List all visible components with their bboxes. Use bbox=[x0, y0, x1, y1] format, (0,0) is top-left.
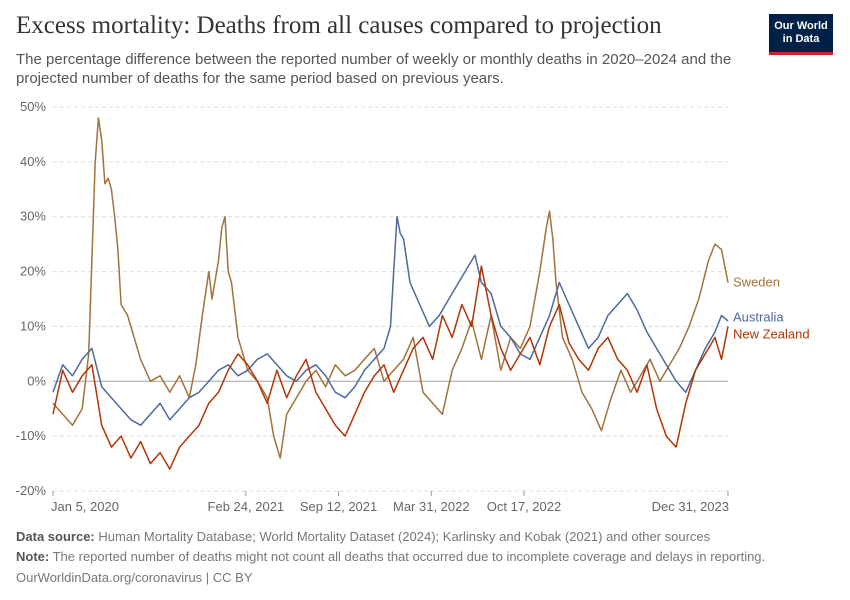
y-tick-label: 40% bbox=[20, 154, 46, 169]
y-tick-label: -10% bbox=[16, 428, 47, 443]
credit-text[interactable]: OurWorldinData.org/coronavirus | CC BY bbox=[16, 570, 253, 585]
y-tick-label: 10% bbox=[20, 318, 46, 333]
chart-title: Excess mortality: Deaths from all causes… bbox=[16, 12, 662, 39]
series-line-australia bbox=[52, 215, 729, 426]
y-tick-label: 20% bbox=[20, 264, 46, 279]
credit-line[interactable]: OurWorldinData.org/coronavirus | CC BY bbox=[16, 570, 836, 585]
chart-subtitle: The percentage difference between the re… bbox=[16, 51, 732, 87]
source-line: Data source: Human Mortality Database; W… bbox=[16, 529, 836, 544]
source-label: Data source: bbox=[16, 529, 95, 544]
y-tick-label: 50% bbox=[20, 99, 46, 114]
logo-line-1: Our World bbox=[774, 20, 828, 32]
series-label-new-zealand: New Zealand bbox=[733, 326, 810, 341]
logo-line-2: in Data bbox=[782, 33, 820, 45]
series-label-australia: Australia bbox=[733, 309, 784, 324]
y-tick-label: -20% bbox=[16, 483, 47, 498]
owid-logo[interactable]: Our World in Data bbox=[769, 14, 833, 55]
x-tick-label: Dec 31, 2023 bbox=[652, 499, 729, 514]
x-tick-label: Oct 17, 2022 bbox=[487, 499, 561, 514]
series-label-sweden: Sweden bbox=[733, 275, 780, 290]
y-tick-label: 0% bbox=[27, 373, 46, 388]
x-tick-label: Jan 5, 2020 bbox=[51, 499, 119, 514]
x-tick-label: Feb 24, 2021 bbox=[208, 499, 285, 514]
source-text: Human Mortality Database; World Mortalit… bbox=[98, 529, 711, 544]
series-line-new-zealand bbox=[52, 265, 729, 470]
note-label: Note: bbox=[16, 549, 50, 564]
note-text: The reported number of deaths might not … bbox=[52, 549, 766, 564]
series-line-sweden bbox=[52, 117, 729, 459]
x-tick-label: Sep 12, 2021 bbox=[300, 499, 377, 514]
note-line: Note: The reported number of deaths migh… bbox=[16, 549, 836, 564]
x-tick-label: Mar 31, 2022 bbox=[393, 499, 470, 514]
y-tick-label: 30% bbox=[20, 209, 46, 224]
line-chart: -20% -10% 0% 10% 20% 30% 40% 50% Jan 5, 2020 Feb … bbox=[16, 99, 810, 514]
